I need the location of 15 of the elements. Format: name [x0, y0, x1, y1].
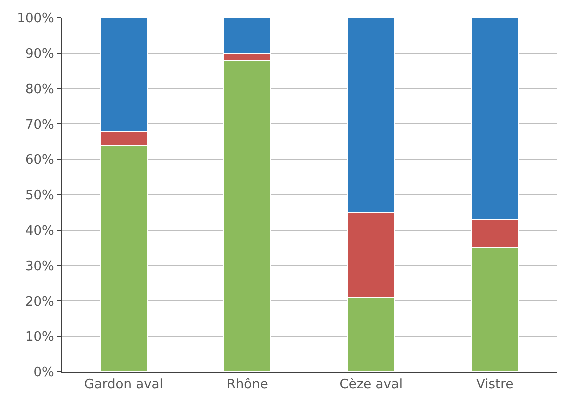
y-tick-label: 20%: [25, 294, 54, 310]
y-tick-label: 90%: [25, 46, 54, 62]
y-tick-label: 30%: [25, 259, 54, 274]
x-tick-label: Vistre: [476, 378, 514, 393]
y-tick-label: 0%: [34, 366, 54, 381]
y-tick-label: 10%: [25, 330, 54, 346]
y-tick-label: 80%: [25, 82, 54, 98]
y-tick-label: 60%: [25, 153, 54, 168]
x-tick-label: Rhône: [226, 378, 268, 393]
y-tick-label: 70%: [25, 118, 54, 133]
y-tick-label: 100%: [17, 12, 54, 27]
x-tick-label: Cèze aval: [340, 378, 404, 393]
x-tick-label: Gardon aval: [84, 378, 164, 393]
y-tick-label: 40%: [25, 224, 54, 239]
y-tick-label: 50%: [25, 188, 54, 204]
